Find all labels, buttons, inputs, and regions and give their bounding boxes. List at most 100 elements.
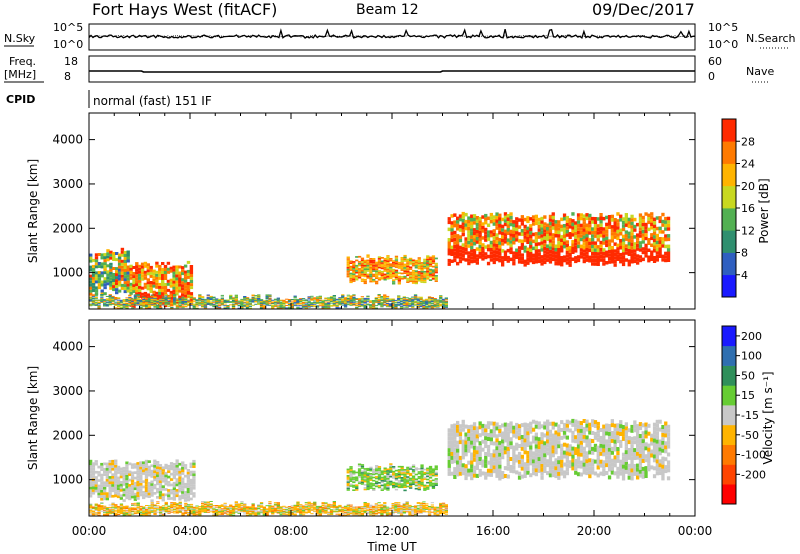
echo-cell: [540, 244, 544, 249]
echo-cell: [338, 307, 342, 309]
echo-cell: [89, 507, 93, 509]
echo-cell: [400, 473, 404, 476]
echo-cell: [161, 469, 165, 472]
echo-cell: [100, 479, 104, 482]
echo-cell: [423, 270, 427, 273]
echo-cell: [619, 420, 623, 425]
echo-cell: [150, 472, 154, 476]
echo-cell: [133, 471, 137, 474]
echo-cell: [456, 444, 460, 449]
echo-cell: [644, 229, 648, 234]
echo-cell: [265, 297, 269, 299]
echo-cell: [475, 473, 479, 478]
echo-cell: [591, 431, 595, 435]
echo-cell: [498, 429, 502, 433]
echo-cell: [458, 214, 463, 218]
echo-cell: [175, 271, 179, 275]
echo-cell: [501, 231, 505, 236]
echo-cell: [447, 428, 451, 433]
echo-cell: [89, 509, 93, 511]
echo-cell: [100, 274, 104, 278]
echo-cell: [461, 447, 465, 452]
echo-cell: [630, 452, 634, 457]
echo-cell: [470, 476, 474, 481]
echo-cell: [610, 466, 614, 471]
echo-cell: [155, 261, 159, 265]
echo-cell: [375, 268, 379, 271]
echo-cell: [97, 280, 102, 284]
echo-cell: [621, 252, 626, 256]
echo-cell: [574, 419, 578, 424]
echo-cell: [357, 268, 362, 270]
echo-cell: [139, 305, 143, 307]
echo-cell: [394, 274, 399, 277]
echo-cell: [397, 484, 401, 487]
echo-cell: [192, 478, 196, 482]
echo-cell: [467, 237, 471, 241]
echo-cell: [126, 277, 130, 281]
echo-cell: [610, 218, 614, 222]
echo-cell: [419, 301, 423, 303]
echo-cell: [489, 433, 493, 438]
echo-cell: [515, 422, 519, 427]
echo-cell: [420, 281, 424, 283]
echo-cell: [441, 306, 446, 308]
echo-cell: [397, 304, 401, 306]
echo-cell: [546, 431, 550, 436]
echo-cell: [315, 297, 320, 299]
echo-cell: [108, 465, 112, 469]
echo-cell: [279, 306, 283, 307]
echo-cell: [602, 448, 606, 453]
echo-cell: [605, 243, 609, 248]
echo-cell: [108, 298, 112, 300]
echo-cell: [526, 247, 530, 251]
echo-cell: [126, 286, 130, 290]
echo-cell: [363, 265, 367, 267]
echo-cell: [529, 441, 533, 446]
echo-cell: [153, 462, 157, 465]
echo-cell: [392, 263, 396, 266]
echo-cell: [175, 280, 179, 284]
echo-cell: [551, 453, 555, 458]
echo-cell: [172, 277, 176, 281]
echo-cell: [89, 513, 93, 515]
echo-cell: [315, 300, 320, 302]
echo-cell: [450, 444, 454, 448]
echo-cell: [282, 305, 286, 307]
echo-cell: [282, 300, 286, 302]
echo-cell: [588, 458, 592, 463]
echo-cell: [506, 231, 510, 235]
echo-cell: [355, 307, 359, 309]
echo-cell: [470, 235, 474, 239]
echo-cell: [94, 505, 98, 507]
echo-cell: [363, 484, 367, 486]
echo-cell: [346, 479, 350, 482]
echo-cell: [111, 511, 115, 513]
echo-cell: [136, 300, 140, 302]
echo-cell: [352, 295, 356, 297]
echo-cell: [248, 299, 252, 301]
echo-cell: [554, 258, 558, 262]
echo-cell: [506, 217, 510, 221]
echo-cell: [456, 472, 460, 477]
echo-cell: [114, 505, 118, 506]
echo-cell: [428, 258, 433, 260]
echo-cell: [181, 297, 185, 299]
echo-cell: [392, 268, 396, 271]
echo-cell: [363, 477, 367, 480]
echo-cell: [111, 505, 115, 507]
echo-cell: [103, 300, 107, 302]
echo-cell: [181, 266, 185, 270]
echo-cell: [392, 483, 396, 485]
echo-cell: [582, 426, 586, 431]
echo-cell: [560, 463, 564, 468]
echo-cell: [453, 251, 457, 256]
echo-cell: [641, 455, 645, 459]
echo-cell: [571, 222, 575, 227]
echo-cell: [120, 253, 125, 257]
echo-cell: [585, 244, 589, 248]
echo-cell: [644, 446, 648, 451]
echo-cell: [652, 224, 657, 229]
echo-cell: [223, 305, 227, 307]
echo-cell: [562, 258, 567, 263]
